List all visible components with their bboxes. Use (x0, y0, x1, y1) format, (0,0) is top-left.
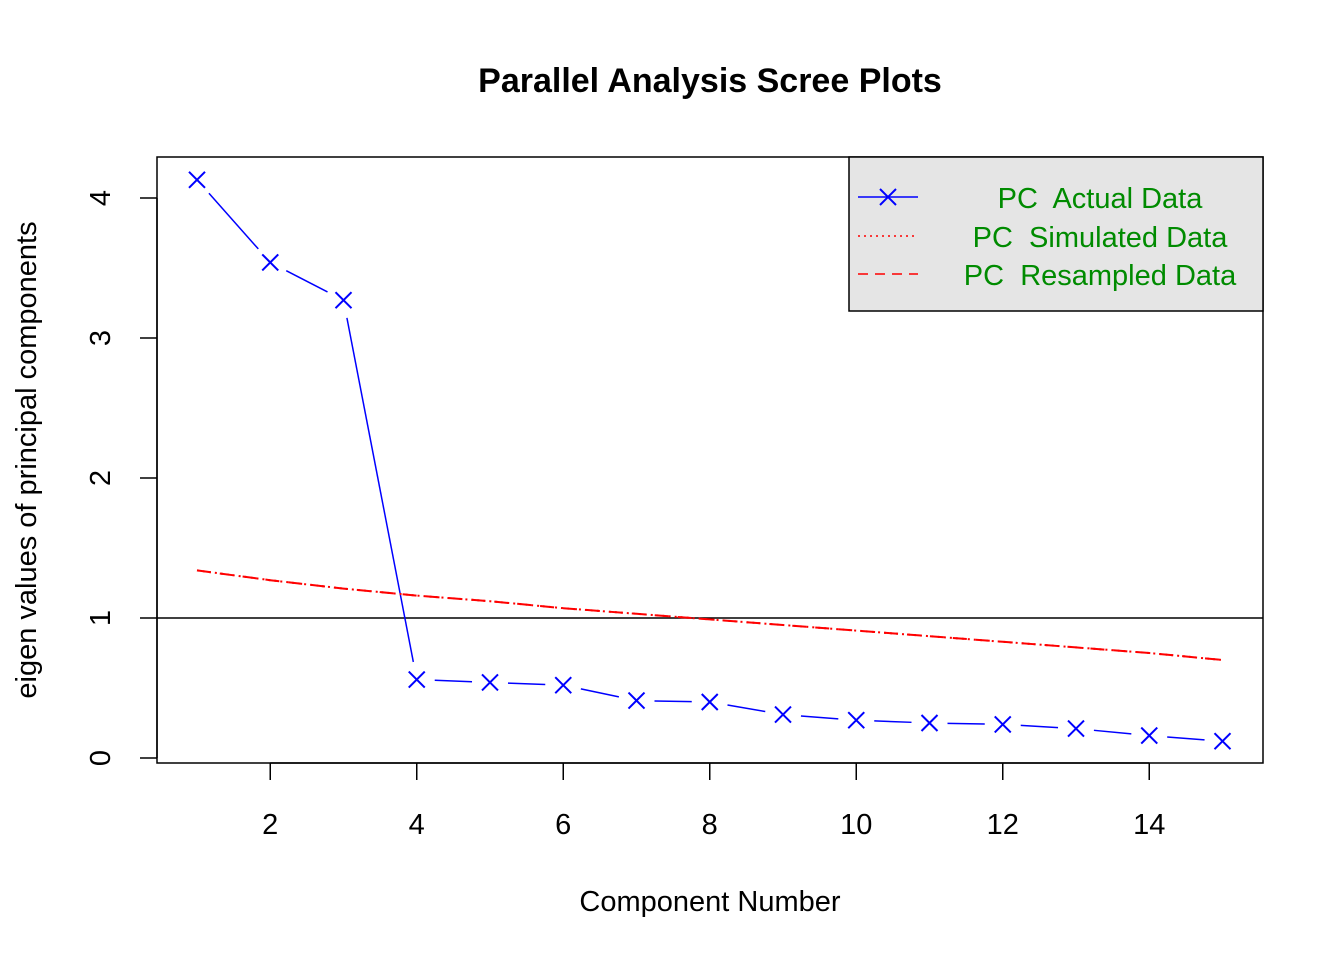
x-tick-label: 12 (987, 809, 1019, 841)
actual-data-segment (434, 679, 473, 683)
legend-label: PC Actual Data (998, 183, 1204, 215)
actual-data-point (1213, 732, 1232, 750)
actual-data-segment (727, 704, 766, 713)
actual-data-point (774, 705, 792, 724)
legend-x-marker-icon (879, 188, 897, 206)
chart-title: Parallel Analysis Scree Plots (478, 62, 942, 100)
x-axis-label: Component Number (579, 886, 840, 918)
actual-data-point (554, 676, 572, 694)
actual-data-point (408, 670, 426, 689)
x-tick-label: 8 (702, 809, 718, 841)
x-tick-label: 4 (409, 809, 425, 841)
legend: PC Actual Data PC Simulated Data PC Resamp… (848, 156, 1264, 312)
x-tick-label: 2 (262, 809, 278, 841)
y-tick-label: 2 (85, 470, 117, 486)
actual-data-point (1067, 719, 1085, 738)
actual-data-point (261, 253, 279, 272)
x-tick-label: 6 (555, 809, 571, 841)
y-tick-label: 1 (85, 610, 117, 626)
y-axis-label: eigen values of principal components (11, 221, 43, 698)
actual-data-point (481, 673, 499, 692)
actual-data-point (334, 291, 353, 309)
actual-data-segment (507, 682, 546, 686)
x-tick-label: 14 (1133, 809, 1165, 841)
actual-data-segment (208, 192, 259, 250)
actual-data-point (1140, 726, 1158, 745)
actual-data-segment (346, 317, 415, 663)
y-tick-label: 0 (85, 750, 117, 766)
y-tick-label: 4 (85, 190, 117, 206)
actual-data-segment (1093, 729, 1132, 735)
actual-data-segment (1020, 724, 1059, 729)
legend-label: PC Resampled Data (964, 260, 1237, 292)
actual-data-segment (947, 722, 985, 725)
actual-data-segment (874, 720, 912, 724)
x-tick-label: 10 (840, 809, 872, 841)
actual-data-point (994, 715, 1012, 734)
actual-data-segment (654, 700, 692, 703)
actual-data-point (188, 171, 206, 189)
y-tick-label: 3 (85, 330, 117, 346)
actual-data-segment (580, 688, 620, 698)
legend-box (848, 156, 1264, 312)
actual-data-segment (1167, 736, 1205, 741)
actual-data-point (701, 693, 719, 711)
resampled-data-line (196, 569, 1223, 661)
actual-data-point (627, 691, 646, 710)
actual-data-segment (285, 269, 328, 293)
actual-data-segment (800, 715, 839, 720)
legend-label: PC Simulated Data (973, 222, 1229, 254)
actual-data-point (847, 711, 865, 729)
actual-data-point (920, 714, 939, 732)
